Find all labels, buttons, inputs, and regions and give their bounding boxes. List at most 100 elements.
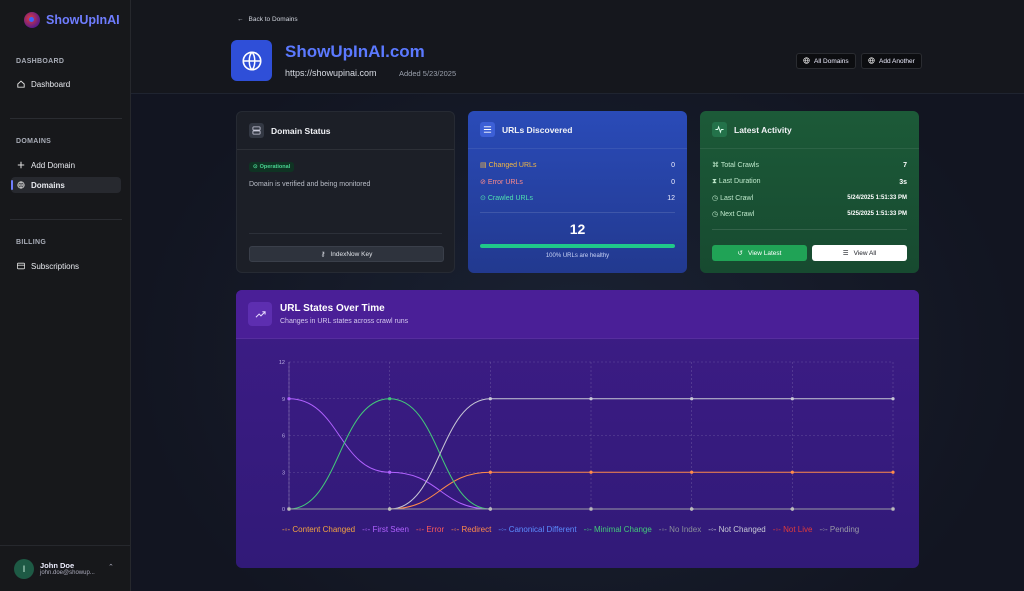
domain-added-date: Added 5/23/2025 [399, 69, 457, 78]
view-all-button[interactable]: ☰ View All [812, 245, 907, 261]
user-name: John Doe [40, 561, 75, 570]
data-point-redirect [488, 470, 492, 474]
chart-title: URL States Over Time [280, 303, 385, 314]
indexnow-key-label: IndexNow Key [330, 250, 373, 258]
sidebar-divider [10, 118, 122, 119]
changed-urls-row: ▤ Changed URLs 0 [480, 160, 675, 170]
sidebar-item-subscriptions[interactable]: Subscriptions [11, 258, 121, 274]
list-icon: ☰ [842, 250, 849, 257]
all-domains-button[interactable]: All Domains [796, 53, 856, 69]
view-all-label: View All [853, 249, 877, 257]
credit-card-icon [17, 262, 25, 270]
view-latest-button[interactable]: ↺ View Latest [712, 245, 807, 261]
y-tick-label: 6 [282, 434, 285, 440]
sidebar-item-label: Domains [31, 180, 65, 190]
status-badge: ⊙ Operational [249, 162, 295, 172]
divider [480, 212, 675, 213]
y-tick-label: 12 [279, 360, 285, 366]
legend-item-content-changed[interactable]: -◦- Content Changed [282, 525, 356, 534]
sidebar-item-label: Dashboard [31, 79, 71, 89]
home-icon [17, 80, 25, 88]
card-title: Domain Status [271, 125, 331, 136]
total-crawls-value: 7 [903, 161, 907, 169]
card-title: URLs Discovered [502, 124, 573, 135]
brand-logo[interactable]: ShowUpInAI [24, 12, 120, 28]
data-point-pending [589, 507, 593, 511]
domain-status-card: Domain Status ⊙ Operational Domain is ver… [236, 111, 455, 273]
last-crawl-label: ◷ Last Crawl [712, 195, 754, 202]
add-another-button[interactable]: Add Another [861, 53, 922, 69]
key-icon: ⚷ [320, 251, 326, 258]
chart-legend: -◦- Content Changed -◦- First Seen -◦- Err… [282, 525, 859, 534]
error-urls-label: ⊘ Error URLs [480, 179, 523, 186]
activity-icon [712, 122, 727, 137]
last-crawl-row: ◷ Last Crawl 5/24/2025 1:51:33 PM [712, 193, 907, 203]
chevron-up-icon: ⌃ [108, 564, 114, 571]
back-link[interactable]: ← Back to Domains [237, 16, 298, 23]
card-header: URLs Discovered [468, 111, 687, 149]
legend-item-canonical-different[interactable]: -◦- Canonical Different [498, 525, 577, 534]
y-tick-label: 3 [282, 470, 285, 476]
legend-item-error[interactable]: -◦- Error [415, 525, 445, 534]
crawled-urls-label: ⊙ Crawled URLs [480, 195, 533, 202]
server-icon [249, 123, 264, 138]
url-states-line-chart: 0 3 6 9 12 [279, 360, 895, 513]
list-icon [480, 122, 495, 137]
chart-card-header: URL States Over Time Changes in URL stat… [236, 290, 919, 339]
chart-subtitle: Changes in URL states across crawl runs [280, 318, 409, 325]
domain-globe-icon [231, 40, 272, 81]
user-email: john.doe@showup... [40, 570, 95, 576]
legend-item-first-seen[interactable]: -◦- First Seen [362, 525, 409, 534]
healthy-label: 100% URLs are healthy [545, 253, 610, 259]
healthy-progress-fill [480, 244, 675, 248]
divider [712, 229, 907, 230]
hourglass-icon: ⧗ [712, 178, 717, 185]
legend-item-not-live[interactable]: -◦- Not Live [772, 525, 813, 534]
sidebar-divider [10, 219, 122, 220]
sidebar-item-label: Subscriptions [31, 261, 80, 271]
latest-activity-card: Latest Activity ⌘ Total Crawls 7 ⧗ Last … [700, 111, 919, 273]
data-point-minimal-change [388, 397, 392, 401]
total-urls-count: 12 [569, 221, 586, 237]
status-description: Domain is verified and being monitored [249, 181, 371, 188]
error-urls-row: ⊘ Error URLs 0 [480, 177, 675, 187]
legend-item-redirect[interactable]: -◦- Redirect [451, 525, 492, 534]
url-states-chart-card: URL States Over Time Changes in URL stat… [236, 290, 919, 568]
indexnow-key-button[interactable]: ⚷ IndexNow Key [249, 246, 444, 262]
main-content: ← Back to Domains ShowUpInAI.com https:/… [131, 0, 1024, 591]
legend-item-minimal-change[interactable]: -◦- Minimal Change [583, 525, 652, 534]
legend-item-pending[interactable]: -◦- Pending [819, 525, 860, 534]
data-point-pending [388, 507, 392, 511]
next-crawl-row: ◷ Next Crawl 5/25/2025 1:51:33 PM [712, 209, 907, 219]
divider [249, 233, 442, 234]
sidebar-item-dashboard[interactable]: Dashboard [11, 76, 121, 92]
brand-name: ShowUpInAI [46, 13, 120, 27]
data-point-not-changed [790, 397, 794, 401]
view-latest-label: View Latest [747, 249, 782, 257]
last-duration-label: ⧗ Last Duration [712, 178, 761, 185]
status-badge-label: Operational [259, 164, 291, 170]
data-point-pending [790, 507, 794, 511]
data-point-redirect [891, 470, 895, 474]
urls-discovered-card: URLs Discovered ▤ Changed URLs 0 ⊘ Error… [468, 111, 687, 273]
trending-up-icon [248, 302, 272, 326]
y-tick-label: 0 [282, 507, 285, 513]
crawled-urls-value: 12 [667, 194, 675, 202]
section-label-domains: DOMAINS [16, 138, 52, 145]
arrow-left-icon: ← [237, 16, 244, 23]
y-tick-label: 9 [282, 397, 285, 403]
card-header: Domain Status [237, 112, 454, 150]
all-domains-label: All Domains [814, 57, 849, 65]
section-label-billing: BILLING [16, 239, 47, 246]
legend-item-not-changed[interactable]: -◦- Not Changed [708, 525, 766, 534]
sidebar-item-add-domain[interactable]: Add Domain [11, 157, 121, 173]
page-title: ShowUpInAI.com [285, 42, 425, 61]
last-duration-row: ⧗ Last Duration 3s [712, 177, 907, 187]
user-menu[interactable]: I John Doe john.doe@showup... ⌃ [0, 545, 131, 591]
sidebar-item-domains[interactable]: Domains [11, 177, 121, 193]
data-point-not-changed [891, 397, 895, 401]
legend-item-no-index[interactable]: -◦- No Index [658, 525, 702, 534]
changed-urls-value: 0 [671, 161, 675, 169]
globe-icon [803, 56, 810, 66]
avatar: I [14, 558, 34, 579]
